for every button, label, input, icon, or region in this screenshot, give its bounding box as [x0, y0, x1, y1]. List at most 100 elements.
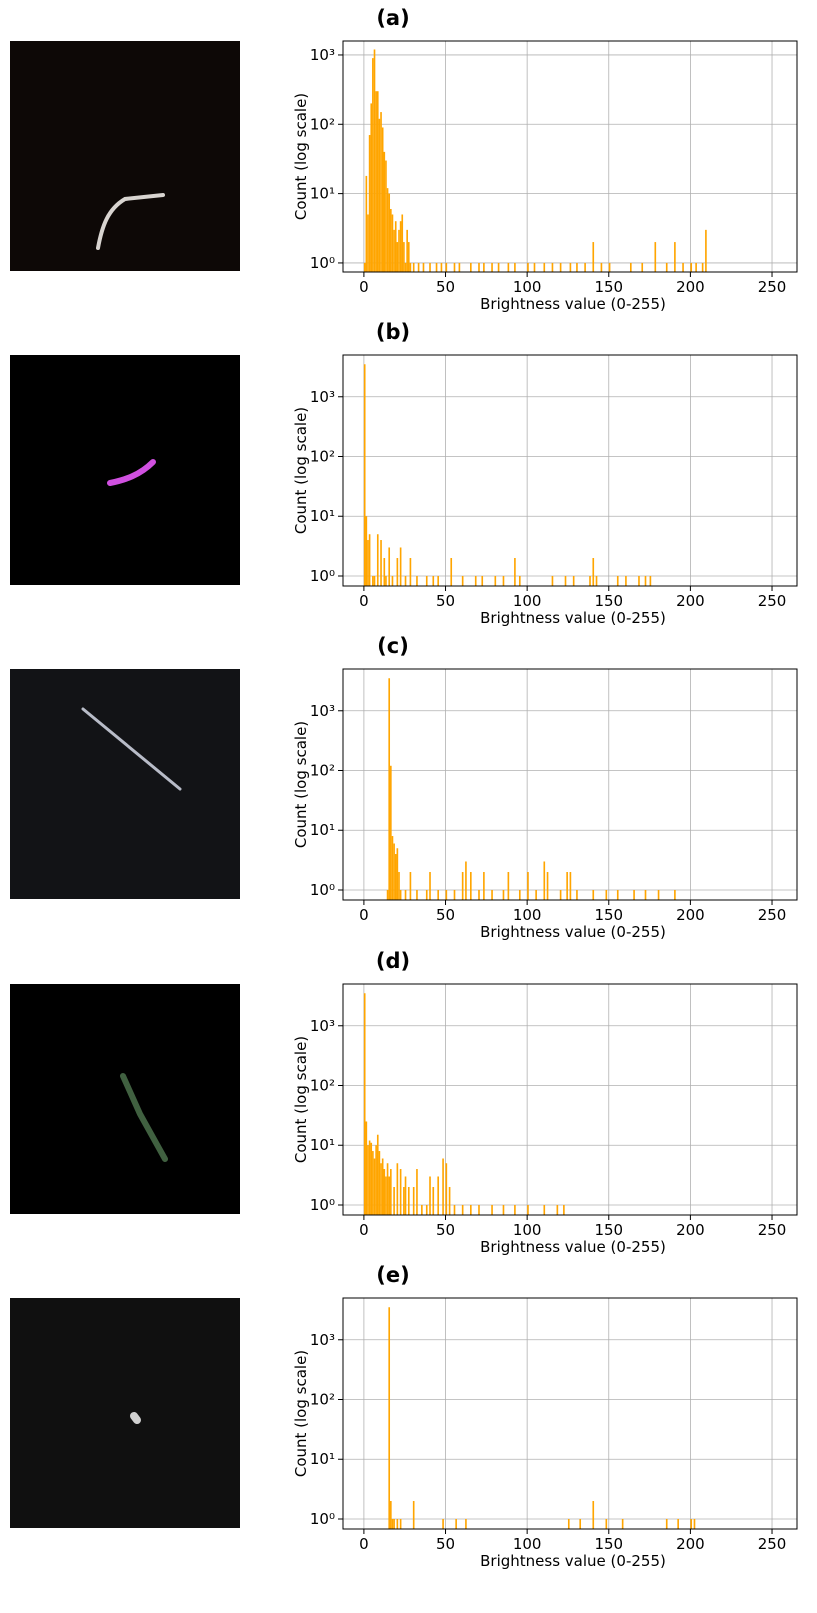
bar: [453, 889, 456, 900]
bar: [381, 1158, 384, 1215]
bar: [533, 262, 536, 272]
bar: [644, 575, 647, 586]
chart-title: (e): [376, 1263, 409, 1287]
bar: [365, 175, 368, 272]
x-tick-label: 0: [359, 906, 369, 924]
bar: [483, 872, 485, 900]
bar: [399, 889, 402, 900]
bar: [409, 262, 412, 272]
bar: [372, 58, 374, 272]
bar: [429, 1176, 431, 1215]
chart-title: (a): [376, 6, 409, 30]
bar: [494, 575, 497, 586]
bar: [563, 1204, 565, 1215]
y-tick-label: 10²: [310, 1077, 335, 1095]
bar: [399, 1169, 402, 1215]
bar: [398, 872, 400, 900]
y-tick-label: 10¹: [310, 185, 335, 203]
bar: [445, 1163, 448, 1215]
bar: [654, 242, 657, 272]
bar: [641, 262, 644, 272]
bar: [409, 558, 412, 586]
bar: [535, 889, 537, 900]
bar: [608, 262, 611, 272]
bar: [470, 1204, 472, 1215]
y-axis-label: Count (log scale): [292, 721, 310, 848]
bar: [367, 1145, 369, 1215]
bar: [461, 575, 464, 586]
bar: [393, 1518, 395, 1529]
x-tick-label: 50: [436, 592, 455, 610]
bar: [404, 262, 407, 272]
bar: [551, 575, 554, 586]
bar: [380, 540, 382, 586]
bar: [396, 558, 399, 586]
bar: [370, 1142, 373, 1215]
bar: [491, 262, 493, 272]
y-tick-label: 10⁰: [310, 881, 335, 899]
y-axis-label: Count (log scale): [292, 407, 310, 534]
bar: [502, 889, 505, 900]
x-tick-label: 150: [594, 592, 623, 610]
axes-frame: [342, 1297, 798, 1530]
bar: [440, 262, 443, 272]
bar: [373, 49, 376, 272]
y-tick-label: 10³: [310, 1017, 335, 1035]
bar: [422, 262, 425, 272]
bar: [572, 575, 575, 586]
bar: [367, 540, 369, 586]
bar: [388, 678, 391, 900]
bar: [416, 575, 418, 586]
bar: [605, 889, 608, 900]
bar: [450, 558, 453, 586]
bar: [616, 889, 619, 900]
bar: [543, 861, 546, 900]
bar: [375, 1145, 377, 1215]
bar: [453, 262, 456, 272]
bar: [425, 1204, 428, 1215]
bar: [502, 1204, 505, 1215]
bar: [584, 262, 586, 272]
thumbnail-object: [96, 193, 165, 250]
bar: [437, 575, 439, 586]
bar: [391, 836, 394, 900]
chart-title: (c): [377, 634, 409, 658]
thumbnail: [10, 355, 240, 585]
thumbnail: [10, 669, 240, 899]
bar: [502, 575, 505, 586]
x-tick-label: 100: [513, 1535, 542, 1553]
bar: [674, 242, 676, 272]
bar: [390, 765, 392, 900]
x-tick-label: 250: [758, 278, 787, 296]
bar: [592, 558, 595, 586]
bar: [569, 872, 572, 900]
bar: [665, 262, 668, 272]
bar: [404, 889, 407, 900]
chart-title: (b): [376, 320, 410, 344]
bar: [372, 1151, 374, 1215]
bar: [690, 262, 693, 272]
bar: [556, 1204, 559, 1215]
bar: [461, 872, 464, 900]
plot: [343, 41, 797, 273]
bar: [378, 1151, 381, 1215]
bar: [396, 848, 399, 900]
y-tick-label: 10²: [310, 115, 335, 133]
bar: [621, 1518, 624, 1529]
bar: [507, 262, 510, 272]
bar: [579, 1518, 582, 1529]
bar: [616, 575, 619, 586]
bar: [407, 1187, 410, 1215]
bar: [478, 1204, 480, 1215]
bar: [380, 1163, 382, 1215]
thumbnail-object: [130, 1412, 141, 1424]
bar: [705, 229, 707, 272]
bar: [514, 1204, 516, 1215]
x-tick-label: 150: [594, 906, 623, 924]
y-tick-label: 10¹: [310, 1450, 335, 1468]
thumbnail: [10, 1298, 240, 1528]
bar: [507, 872, 510, 900]
bar: [403, 242, 405, 272]
bar: [396, 1518, 399, 1529]
